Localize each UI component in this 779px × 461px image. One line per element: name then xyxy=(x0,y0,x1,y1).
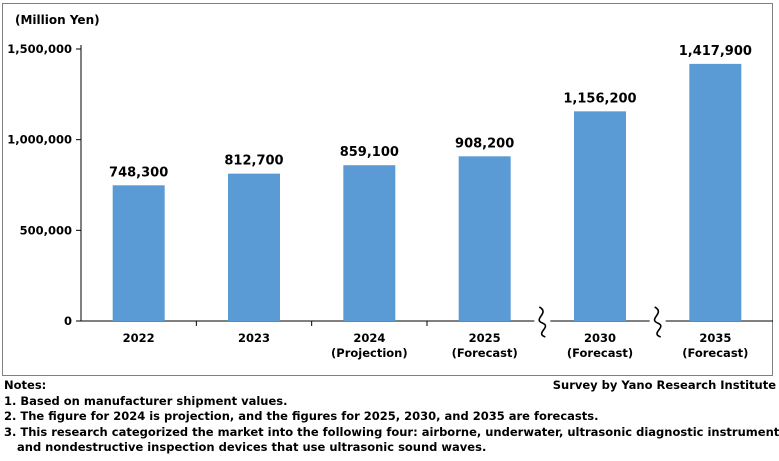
notes-section: Notes: Survey by Yano Research Institute… xyxy=(4,378,779,456)
axis-break-icon xyxy=(538,306,547,338)
notes-heading: Notes: xyxy=(4,378,47,392)
x-tick-label: 2022 xyxy=(123,331,155,345)
y-axis-unit-label: (Million Yen) xyxy=(15,13,100,27)
bar-chart: 0 500,000 1,000,000 1,500,000 748,300 2022 812… xyxy=(7,42,773,360)
note-3: 3. This research categorized the market … xyxy=(4,424,779,439)
y-tick-label: 0 xyxy=(64,314,72,328)
x-tick-label: 2024 xyxy=(353,331,385,345)
chart-frame: (Million Yen) 0 500,000 1,000,000 1,500,000… xyxy=(2,3,773,376)
x-tick-label: 2035 xyxy=(699,331,731,345)
data-label: 812,700 xyxy=(224,154,283,169)
bar xyxy=(574,111,626,321)
data-label: 859,100 xyxy=(340,145,399,160)
bar xyxy=(458,156,511,321)
data-label: 1,156,200 xyxy=(563,91,636,106)
axis-break-icon xyxy=(653,306,662,338)
y-tick-label: 1,000,000 xyxy=(7,133,72,147)
x-tick-label: (Projection) xyxy=(331,346,408,360)
x-tick-label: (Forecast) xyxy=(682,346,748,360)
data-label: 908,200 xyxy=(455,136,514,151)
x-tick-label: 2025 xyxy=(469,331,501,345)
x-tick-label: (Forecast) xyxy=(452,346,518,360)
y-tick-label: 500,000 xyxy=(20,223,72,237)
bar xyxy=(689,63,742,322)
source-credit: Survey by Yano Research Institute xyxy=(552,378,776,392)
x-tick-label: 2023 xyxy=(238,331,270,345)
axis-break-mask xyxy=(649,307,666,337)
x-tick-label: (Forecast) xyxy=(567,346,633,360)
bar xyxy=(343,165,396,321)
y-tick-label: 1,500,000 xyxy=(7,42,72,56)
data-label: 1,417,900 xyxy=(679,44,752,59)
note-1: 1. Based on manufacturer shipment values… xyxy=(4,393,288,408)
bar xyxy=(228,173,280,321)
axis-break-mask xyxy=(534,307,551,337)
note-2: 2. The figure for 2024 is projection, an… xyxy=(4,409,599,423)
note-3-continuation: and nondestructive inspection devices th… xyxy=(17,440,487,454)
x-tick-label: 2030 xyxy=(584,331,616,345)
data-label: 748,300 xyxy=(109,165,168,180)
bar xyxy=(112,185,165,321)
